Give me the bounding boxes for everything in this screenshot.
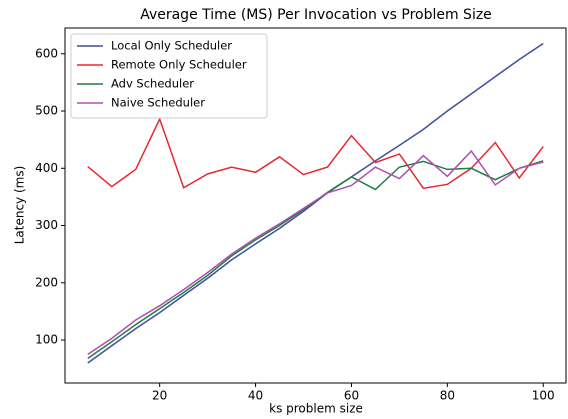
x-tick-label: 100 [532,389,555,403]
legend-label: Local Only Scheduler [111,39,232,53]
y-axis-label: Latency (ms) [13,166,27,245]
plot-frame [64,27,567,384]
y-tick-label: 600 [35,46,58,60]
legend-label: Naive Scheduler [111,96,205,110]
x-axis-label: ks problem size [269,402,363,416]
series-line [87,42,544,364]
x-tick-label: 40 [248,389,263,403]
legend-label: Remote Only Scheduler [111,58,247,72]
y-tick-label: 500 [35,104,58,118]
y-tick-label: 200 [35,275,58,289]
x-tick-label: 80 [440,389,455,403]
series-line [87,149,544,355]
x-tick-label: 20 [152,389,167,403]
x-tick-label: 60 [344,389,359,403]
series-line [87,160,544,359]
y-tick-label: 100 [35,333,58,347]
legend-box [70,33,268,119]
chart-title: Average Time (MS) Per Invocation vs Prob… [140,7,492,23]
y-tick-label: 300 [35,218,58,232]
y-tick-label: 400 [35,161,58,175]
legend-label: Adv Scheduler [111,77,194,91]
series-line [87,117,544,190]
legend: Local Only Scheduler Remote Only Schedule… [70,33,268,119]
